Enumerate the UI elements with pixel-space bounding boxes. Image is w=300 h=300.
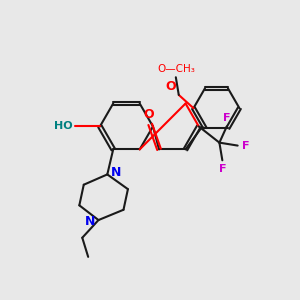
Text: N: N xyxy=(111,166,121,178)
Text: F: F xyxy=(223,113,230,123)
Text: F: F xyxy=(242,141,250,151)
Text: F: F xyxy=(219,164,226,174)
Text: O—CH₃: O—CH₃ xyxy=(157,64,195,74)
Text: O: O xyxy=(165,80,176,93)
Text: N: N xyxy=(85,215,95,228)
Text: O: O xyxy=(143,108,154,121)
Text: HO: HO xyxy=(54,122,73,131)
